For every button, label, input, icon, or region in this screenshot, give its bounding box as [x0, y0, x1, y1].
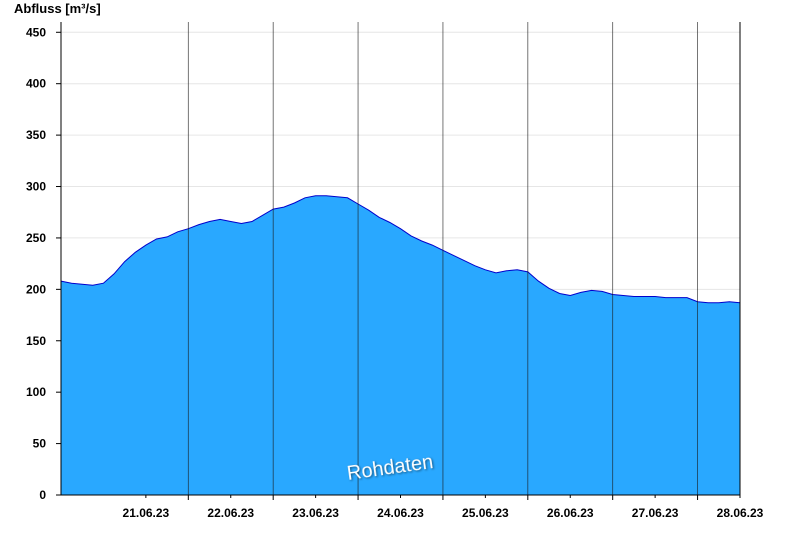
x-tick-label: 28.06.23	[717, 506, 764, 520]
y-axis-title: Abfluss [m³/s]	[14, 1, 101, 16]
y-tick-label: 450	[26, 25, 46, 39]
y-tick-label: 100	[26, 385, 46, 399]
series-fill	[61, 195, 740, 496]
y-tick-label: 300	[26, 180, 46, 194]
x-tick-label: 25.06.23	[462, 506, 509, 520]
x-tick-label: 23.06.23	[292, 506, 339, 520]
y-tick-label: 250	[26, 231, 46, 245]
x-tick-label: 22.06.23	[207, 506, 254, 520]
series-line	[60, 195, 741, 304]
y-tick-label: 50	[33, 437, 47, 451]
y-tick-label: 150	[26, 334, 46, 348]
x-tick-labels: 21.06.23 22.06.23 23.06.23 24.06.23 25.06.23…	[123, 495, 764, 520]
day-separators	[187, 22, 698, 495]
y-tick-labels: 0 50 100 150 200 250 300 350 400 450	[26, 25, 61, 502]
series-area	[60, 195, 741, 496]
y-tick-label: 350	[26, 128, 46, 142]
x-tick-label: 26.06.23	[547, 506, 594, 520]
x-tick-label: 27.06.23	[632, 506, 679, 520]
x-tick-label: 24.06.23	[377, 506, 424, 520]
y-tick-label: 400	[26, 77, 46, 91]
y-tick-label: 0	[39, 488, 46, 502]
x-tick-label: 21.06.23	[123, 506, 170, 520]
y-tick-label: 200	[26, 282, 46, 296]
